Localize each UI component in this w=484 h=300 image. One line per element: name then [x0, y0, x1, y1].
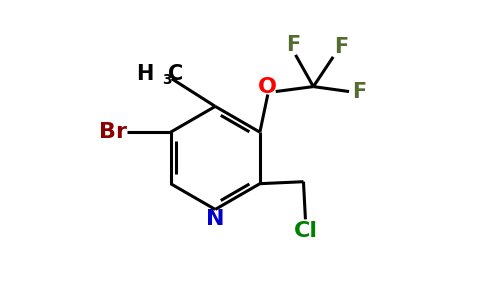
Text: 3: 3 [162, 73, 171, 87]
Text: H: H [136, 64, 154, 84]
Text: F: F [287, 35, 301, 55]
Text: F: F [334, 37, 348, 57]
Text: C: C [167, 64, 183, 84]
Text: N: N [206, 209, 225, 230]
Text: Br: Br [99, 122, 127, 142]
Text: F: F [352, 82, 366, 101]
Text: Cl: Cl [293, 221, 318, 241]
Text: O: O [258, 76, 277, 97]
